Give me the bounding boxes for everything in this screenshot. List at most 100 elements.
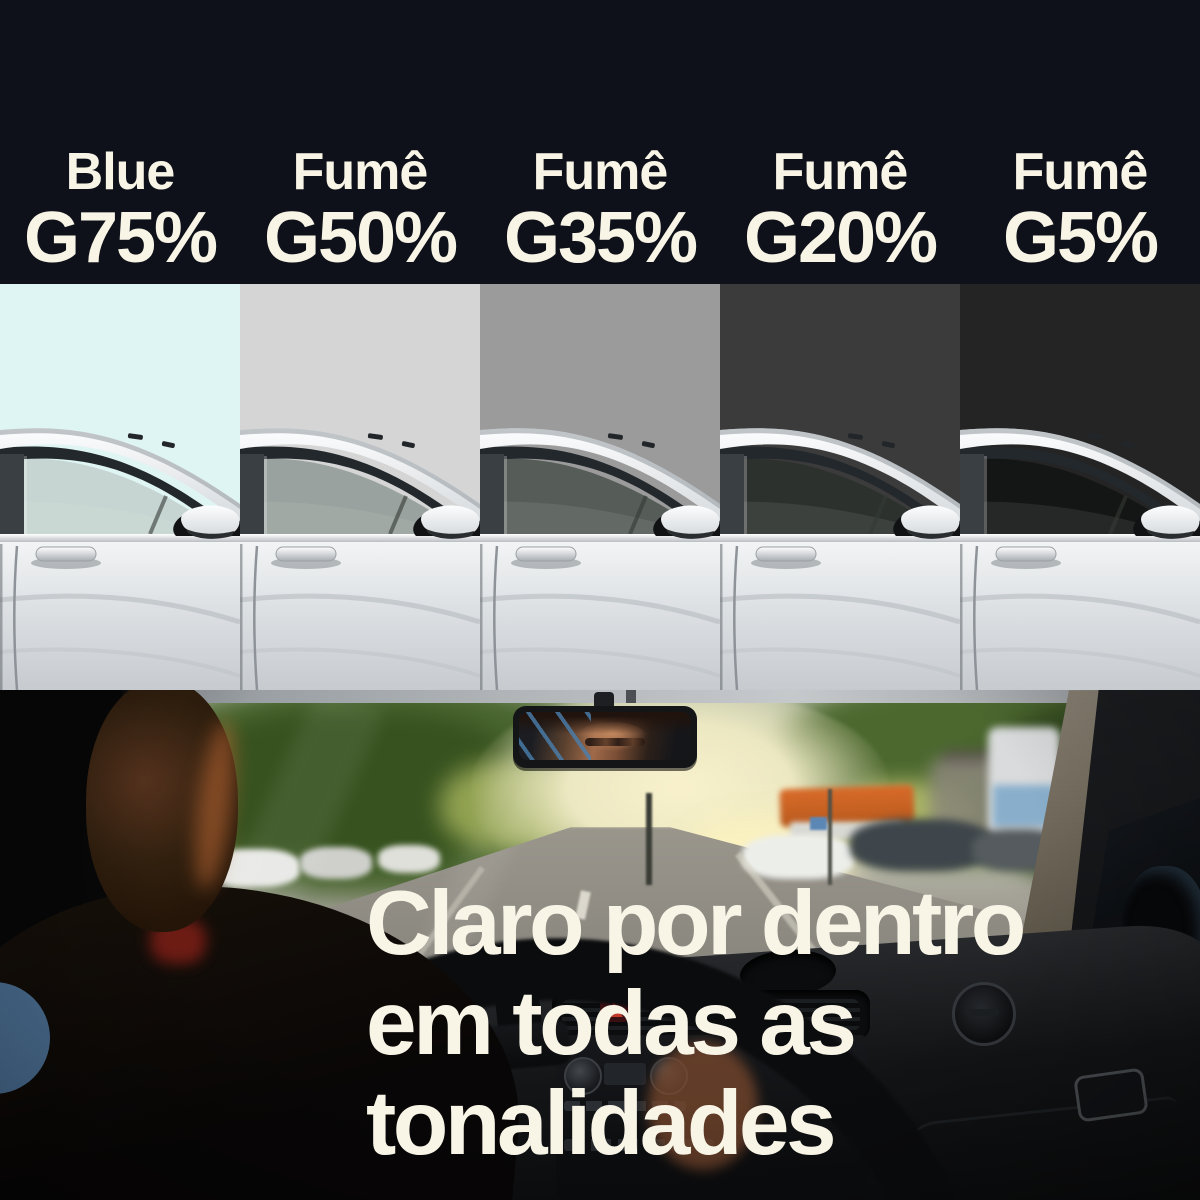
path-decoration (960, 428, 1200, 509)
radio-knob (564, 1057, 602, 1095)
path-decoration (1141, 505, 1200, 536)
path-decoration (720, 593, 960, 625)
tint-name: Fumê (292, 143, 429, 201)
roof-edge-notch (626, 690, 636, 703)
path-decoration (181, 505, 240, 536)
rect-decoration (0, 454, 24, 536)
path-decoration (426, 529, 474, 539)
moving-car-dark (850, 819, 992, 871)
tint-name: Fumê (532, 143, 669, 201)
rect-decoration (960, 542, 1200, 690)
path-decoration (186, 529, 234, 539)
vignette (0, 690, 1200, 1200)
line-decoration (1108, 495, 1128, 535)
parked-car (378, 845, 440, 873)
path-decoration (0, 647, 240, 678)
round-air-vent (952, 982, 1016, 1046)
rect-decoration (401, 441, 415, 449)
car-door-graphic (0, 284, 240, 690)
tint-label-g20: Fumê G20% (720, 0, 960, 284)
path-decoration (973, 545, 979, 690)
rect-decoration (24, 456, 27, 536)
tint-grade: G50% (263, 198, 458, 278)
path-decoration (421, 505, 480, 536)
headline-line-3: tonalidades (366, 1073, 837, 1175)
car-interior-photo: Claro por dentro em todas as tonalidades (0, 690, 1200, 1200)
sign-pole (828, 789, 832, 885)
rect-decoration (720, 454, 744, 536)
rearview-mirror (513, 706, 697, 768)
rect-decoration (744, 456, 747, 536)
path-decoration (906, 529, 954, 539)
path-decoration (480, 428, 720, 509)
path-decoration (493, 545, 499, 690)
rect-decoration (275, 546, 337, 562)
tint-label-g35: Fumê G35% (480, 0, 720, 284)
path-decoration (1146, 529, 1194, 539)
tint-name: Blue (65, 143, 176, 201)
path-decoration (720, 458, 954, 540)
car-door-graphic (480, 284, 720, 690)
path-decoration (720, 647, 960, 678)
rect-decoration (1121, 441, 1135, 449)
rect-decoration (0, 534, 240, 544)
rect-decoration (240, 534, 480, 544)
path-decoration (240, 647, 480, 678)
rect-decoration (995, 546, 1057, 562)
rect-decoration (720, 542, 960, 690)
rect-decoration (720, 534, 960, 544)
tree-trunk (646, 793, 652, 885)
blue-road-sign (810, 817, 827, 830)
rearview-mirror-glass (519, 712, 691, 760)
moving-car-white (742, 835, 854, 879)
tint-name: Fumê (772, 143, 909, 201)
path-decoration (0, 428, 240, 509)
path-decoration (960, 458, 1194, 540)
rect-decoration (240, 454, 264, 536)
tint-label-g5: Fumê G5% (960, 0, 1200, 284)
tint-grade: G5% (1002, 198, 1159, 278)
path-decoration (240, 593, 480, 625)
line-decoration (388, 495, 408, 535)
rect-decoration (641, 441, 655, 449)
rect-decoration (504, 456, 507, 536)
path-decoration (253, 545, 259, 690)
rect-decoration (264, 456, 267, 536)
rect-decoration (480, 542, 720, 690)
path-decoration (960, 593, 1200, 625)
line-decoration (148, 495, 168, 535)
driver-reflection-eyes (585, 738, 645, 746)
path-decoration (480, 458, 714, 540)
line-decoration (868, 495, 888, 535)
tint-grade: G35% (503, 198, 698, 278)
line-decoration (628, 495, 648, 535)
rect-decoration (35, 546, 97, 562)
rect-decoration (755, 546, 817, 562)
rect-decoration (0, 542, 240, 690)
car-door-graphic (240, 284, 480, 690)
rect-decoration (127, 433, 143, 440)
mirror-stem (594, 692, 614, 710)
path-decoration (240, 458, 474, 540)
tint-grade: G20% (743, 198, 938, 278)
path-decoration (733, 545, 739, 690)
headline: Claro por dentro em todas as tonalidades (366, 873, 1026, 1175)
rect-decoration (960, 454, 984, 536)
rect-decoration (480, 454, 504, 536)
path-decoration (720, 428, 960, 509)
tint-label-g50: Fumê G50% (240, 0, 480, 284)
path-decoration (480, 593, 720, 625)
rect-decoration (881, 441, 895, 449)
rect-decoration (607, 433, 623, 440)
tint-name: Fumê (1012, 143, 1149, 201)
car-door-graphic (720, 284, 960, 690)
car-door-graphic (960, 284, 1200, 690)
headline-line-1: Claro por dentro (366, 873, 1026, 974)
tint-panel-g75 (0, 284, 240, 690)
path-decoration (661, 505, 720, 536)
path-decoration (0, 593, 240, 625)
radio-display (604, 1063, 646, 1085)
path-decoration (901, 505, 960, 536)
driver-left-hand (648, 1042, 758, 1170)
